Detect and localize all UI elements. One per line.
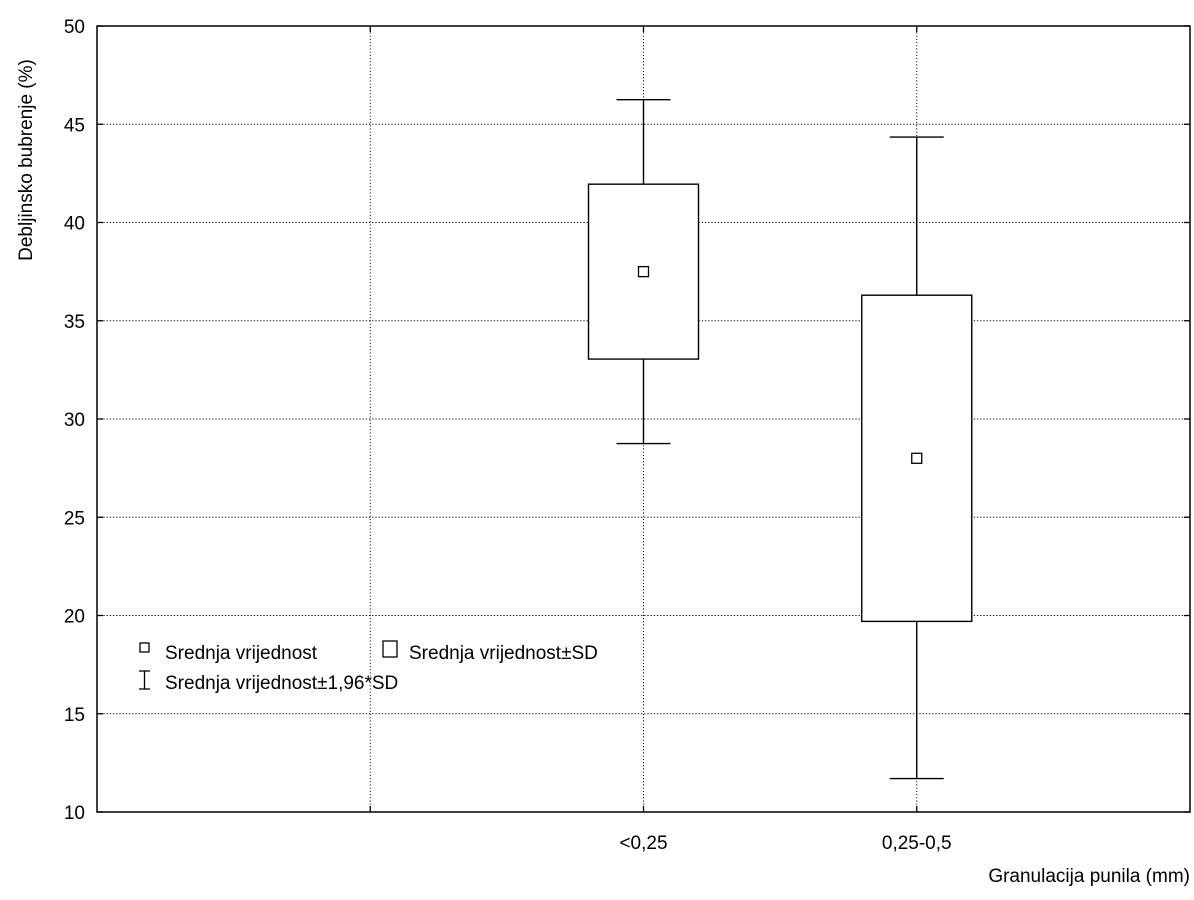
- mean-marker: [637, 265, 650, 278]
- legend: Srednja vrijednost Srednja vrijednost±SD…: [139, 640, 598, 694]
- mean-marker: [911, 452, 923, 464]
- sd-box: [587, 183, 700, 360]
- x-tick-label: 0,25-0,5: [882, 833, 952, 854]
- legend-sd-symbol: [382, 640, 398, 658]
- legend-whisker-label: Srednja vrijednost±1,96*SD: [165, 673, 398, 694]
- y-tick-label: 10: [64, 803, 85, 824]
- legend-mean-label: Srednja vrijednost: [165, 643, 318, 664]
- y-tick-label: 30: [64, 410, 85, 431]
- y-tick-label: 50: [64, 17, 85, 38]
- y-axis-label: Debljinsko bubrenje (%): [16, 59, 37, 261]
- y-tick-label: 35: [64, 312, 85, 333]
- legend-mean-symbol: [139, 642, 150, 653]
- x-tick-label: <0,25: [619, 833, 667, 854]
- legend-sd-label: Srednja vrijednost±SD: [409, 643, 598, 664]
- y-tick-label: 20: [64, 607, 85, 628]
- y-tick-label: 15: [64, 705, 85, 726]
- boxes: [587, 98, 973, 780]
- box-group: [587, 98, 700, 445]
- box-group: [861, 136, 973, 780]
- y-tick-label: 45: [64, 115, 85, 136]
- x-axis-label: Granulacija punila (mm): [988, 866, 1190, 887]
- x-axis: <0,25 0,25-0,5: [369, 26, 952, 854]
- y-axis: 10 15 20 25 30 35 40 45 50: [64, 17, 1190, 824]
- y-tick-label: 25: [64, 508, 85, 529]
- legend-whisker-symbol: [139, 670, 150, 690]
- y-tick-label: 40: [64, 214, 85, 235]
